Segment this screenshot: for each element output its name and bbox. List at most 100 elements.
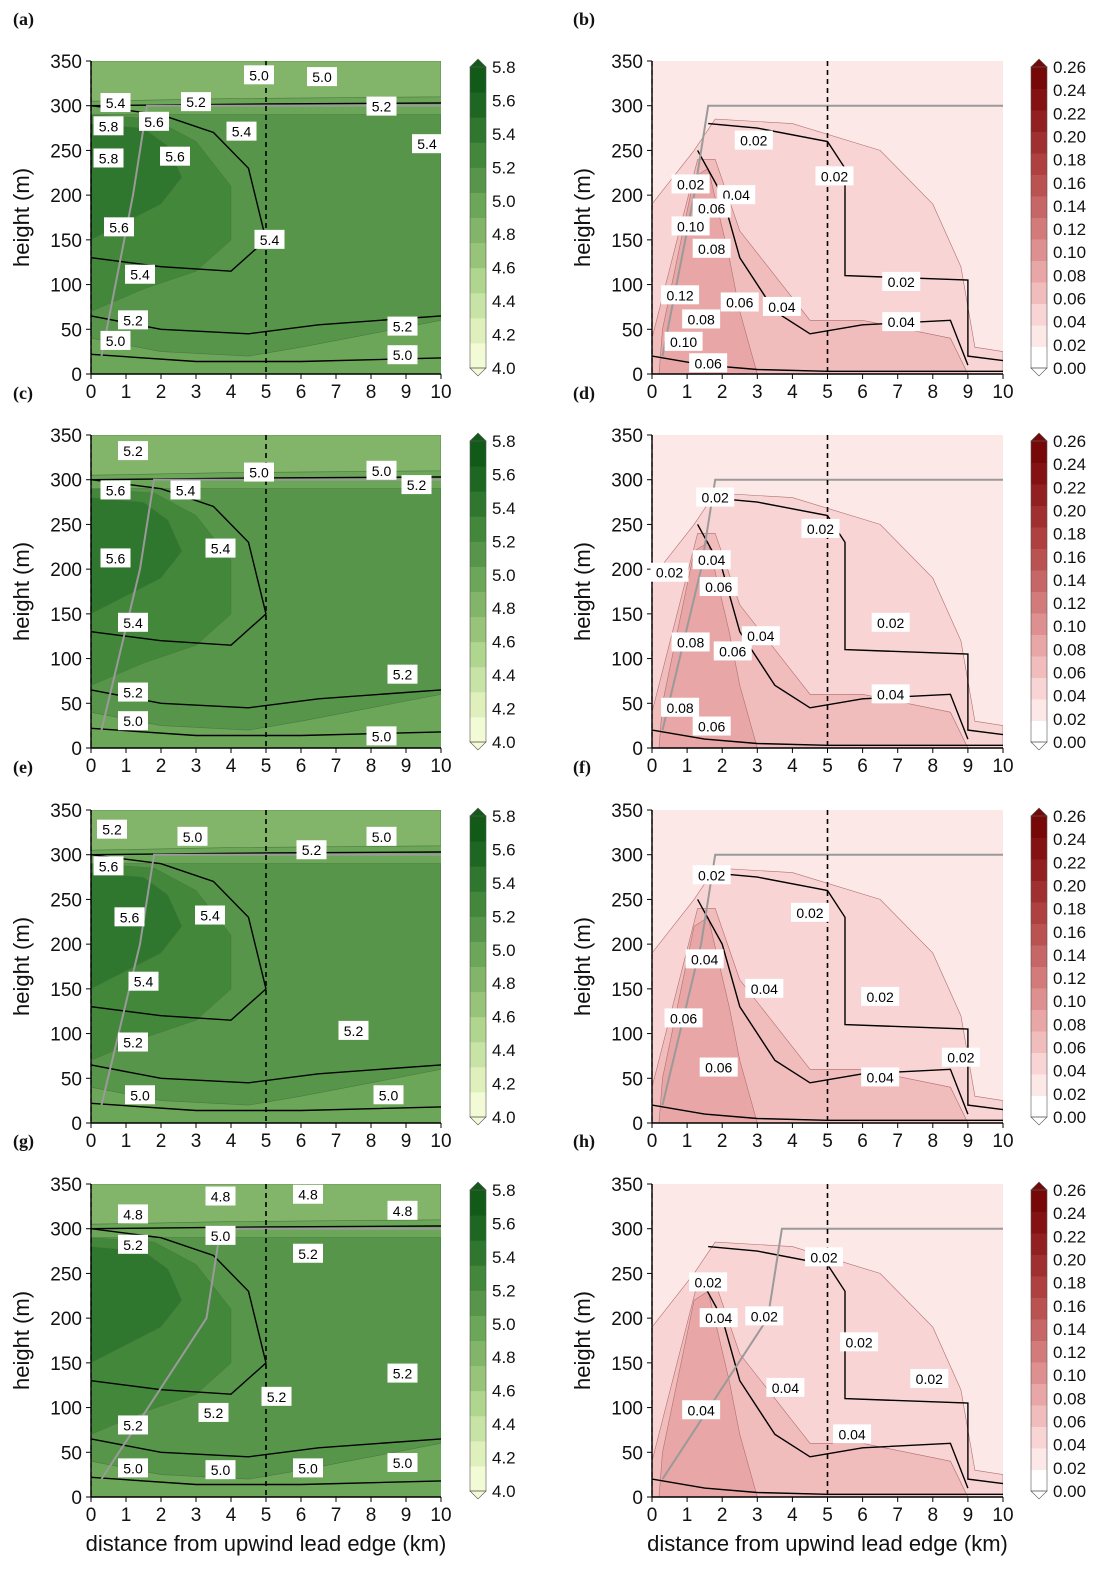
colorbar-tick-label: 4.6 [492, 633, 516, 652]
x-tick-label: 9 [963, 1505, 974, 1526]
colorbar-swatch [1031, 346, 1047, 369]
y-tick-label: 200 [50, 560, 82, 581]
contour-label-text: 0.04 [768, 299, 795, 315]
x-tick-label: 6 [296, 382, 307, 403]
contour-label: 0.02 [696, 487, 735, 507]
colorbar-swatch [470, 816, 486, 842]
x-tick-label: 7 [331, 382, 342, 403]
colorbar-swatch [470, 1340, 486, 1367]
contour-label-bg [170, 480, 201, 500]
y-tick-label: 350 [611, 801, 643, 822]
panel-a: (a)0 1 2 3 4 5 6 7 8 9 10050100150200250300350heig… [9, 9, 516, 403]
colorbar-swatch [470, 67, 486, 93]
colorbar-tick-label: 5.2 [492, 532, 516, 551]
colorbar: 0.00 0.02 0.04 0.06 0.08 0.10 0.12 0.14 0.16 0.18… [1030, 1181, 1086, 1501]
contour-label: 4.8 [205, 1186, 236, 1206]
y-axis-label: height (m) [570, 542, 595, 641]
contour-label-bg [366, 96, 397, 116]
contour-label-text: 0.08 [688, 311, 715, 327]
y-tick-label: 200 [611, 935, 643, 956]
contour-label-text: 5.6 [120, 909, 140, 925]
contour-label: 5.6 [100, 548, 131, 568]
colorbar-swatch [470, 666, 486, 693]
colorbar-tick-label: 0.18 [1053, 525, 1086, 544]
contour-label-bg [254, 229, 285, 249]
colorbar-swatch [1031, 1362, 1047, 1384]
contour-label-bg [205, 1460, 236, 1480]
contour-label-bg [125, 264, 155, 284]
contour-label: 5.0 [125, 1085, 155, 1105]
contour-label: 5.8 [93, 148, 124, 168]
colorbar-swatch [470, 1290, 486, 1316]
colorbar-swatch [1031, 677, 1047, 700]
colorbar-swatch [1031, 1340, 1047, 1363]
contour-label-bg [882, 271, 921, 291]
colorbar-tick-label: 0.06 [1053, 290, 1086, 309]
contour-label-bg [244, 462, 274, 482]
contour-label: 0.02 [689, 1272, 728, 1292]
contour-label: 5.2 [97, 819, 127, 839]
colorbar-tick-label: 0.24 [1053, 81, 1086, 100]
contour-label: 5.0 [373, 1085, 404, 1105]
contour-label: 0.02 [871, 612, 910, 632]
colorbar-swatch [1031, 1383, 1047, 1406]
contour-label: 0.04 [766, 1377, 805, 1397]
colorbar-tick-label: 0.12 [1053, 594, 1086, 613]
colorbar-tick-label: 0.10 [1053, 617, 1086, 636]
contour-label: 5.6 [114, 907, 145, 927]
y-tick-label: 50 [622, 694, 643, 715]
colorbar-tick-label: 0.04 [1053, 687, 1086, 706]
contour-label: 0.04 [871, 684, 910, 704]
colorbar: 4.0 4.2 4.4 4.6 4.8 5.0 5.2 5.4 5.6 5.8 [469, 58, 516, 378]
colorbar-swatch [470, 292, 486, 319]
y-axis-label: height (m) [9, 917, 34, 1016]
colorbar-max-arrow [1030, 58, 1048, 68]
contour-label-bg [671, 216, 710, 236]
upwind-edge-line [661, 104, 1003, 357]
colorbar-frame [469, 1189, 487, 1492]
contour-label-bg [685, 949, 724, 969]
panel-label: (b) [573, 9, 595, 30]
contour-label-text: 5.4 [176, 482, 196, 498]
y-tick-label: 0 [632, 1114, 643, 1135]
contour-label-text: 5.2 [372, 99, 392, 115]
x-tick-label: 6 [296, 756, 307, 777]
x-tick-label: 6 [857, 1505, 868, 1526]
contour-label: 5.0 [307, 67, 337, 87]
x-tick-label: 0 [86, 1505, 97, 1526]
x-tick-label: 3 [752, 756, 763, 777]
colorbar-tick-label: 5.4 [492, 874, 516, 893]
x-tick-label: 4 [226, 382, 237, 403]
y-tick-label: 150 [611, 1354, 643, 1375]
contour-label-bg [181, 92, 211, 112]
contour-line [708, 496, 1003, 736]
colorbar: 4.0 4.2 4.4 4.6 4.8 5.0 5.2 5.4 5.6 5.8 [469, 432, 516, 752]
colorbar-tick-label: 0.08 [1053, 1389, 1086, 1408]
contour-label-bg [177, 826, 208, 846]
colorbar-swatch [470, 916, 486, 942]
colorbar-tick-label: 0.12 [1053, 220, 1086, 239]
contour-label: 0.02 [790, 902, 829, 922]
contour-label-text: 0.04 [751, 981, 778, 997]
x-tick-label: 0 [647, 382, 658, 403]
contour-label: 0.06 [689, 353, 728, 373]
y-axis-label: height (m) [570, 168, 595, 267]
contour-label-bg [118, 682, 148, 702]
contour-label-text: 5.2 [123, 312, 143, 328]
contour-label-text: 0.08 [698, 241, 725, 257]
contour-label-text: 5.8 [99, 150, 119, 166]
contour-label-text: 5.2 [393, 1366, 413, 1382]
contour-label-text: 5.2 [267, 1389, 287, 1405]
x-tick-label: 2 [156, 1131, 167, 1152]
x-tick-label: 7 [892, 1505, 903, 1526]
colorbar-swatch [1031, 988, 1047, 1010]
colorbar-swatch [1031, 174, 1047, 197]
y-tick-label: 150 [611, 980, 643, 1001]
x-tick-label: 6 [857, 756, 868, 777]
upwind-edge-line [100, 478, 441, 731]
colorbar-tick-label: 4.4 [492, 666, 516, 685]
x-tick-label: 10 [992, 1505, 1013, 1526]
contour-label-text: 0.02 [698, 867, 725, 883]
contour-label: 0.06 [699, 1057, 738, 1077]
contour-label-text: 0.08 [677, 634, 704, 650]
